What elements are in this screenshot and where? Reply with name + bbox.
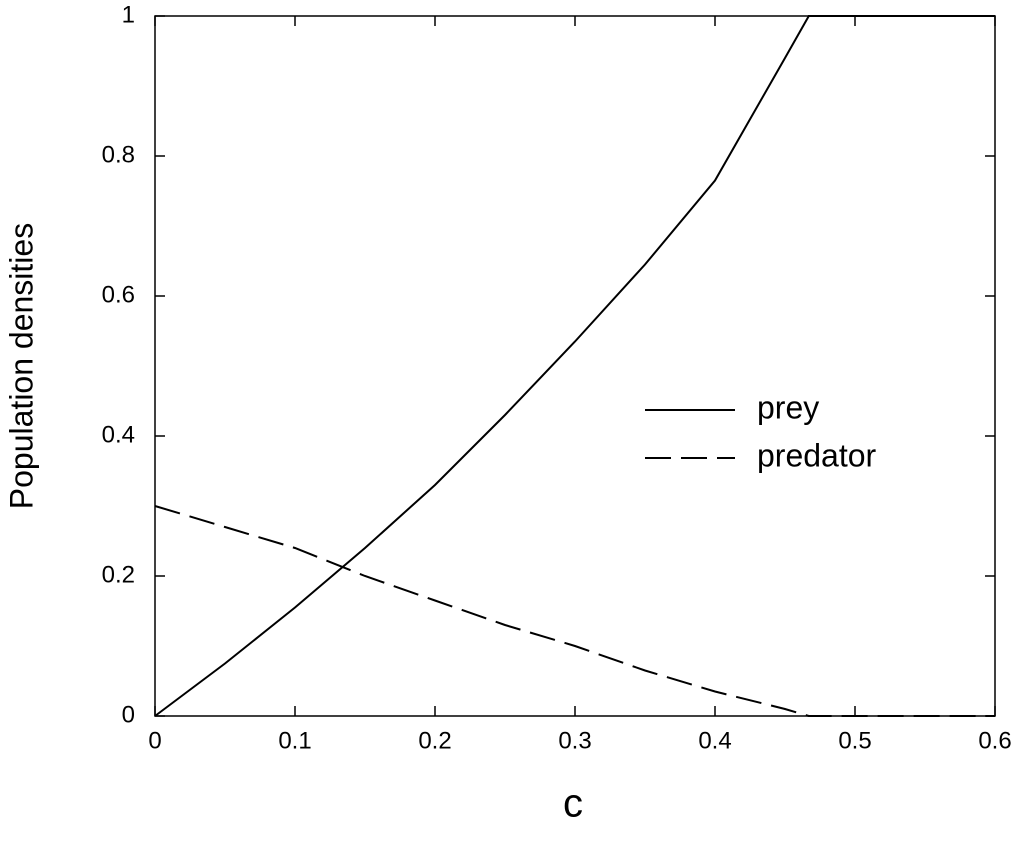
y-tick-label: 1 (122, 1, 135, 28)
y-tick-label: 0.4 (102, 421, 135, 448)
x-axis-label: c (563, 782, 583, 826)
y-tick-label: 0.2 (102, 561, 135, 588)
y-axis-label: Population densities (3, 223, 39, 509)
x-tick-label: 0 (148, 727, 161, 754)
legend-label: prey (757, 389, 819, 425)
series-line (154, 505, 995, 717)
x-tick-label: 0.6 (978, 727, 1011, 754)
x-tick-label: 0.1 (278, 727, 311, 754)
x-tick-label: 0.2 (418, 727, 451, 754)
plot-frame (154, 15, 996, 717)
x-tick-label: 0.3 (558, 727, 591, 754)
y-tick-label: 0.6 (102, 281, 135, 308)
legend-label: predator (757, 437, 877, 473)
y-tick-label: 0 (122, 701, 135, 728)
y-tick-label: 0.8 (102, 141, 135, 168)
x-tick-label: 0.5 (838, 727, 871, 754)
x-tick-label: 0.4 (698, 727, 731, 754)
series-line (154, 15, 995, 717)
